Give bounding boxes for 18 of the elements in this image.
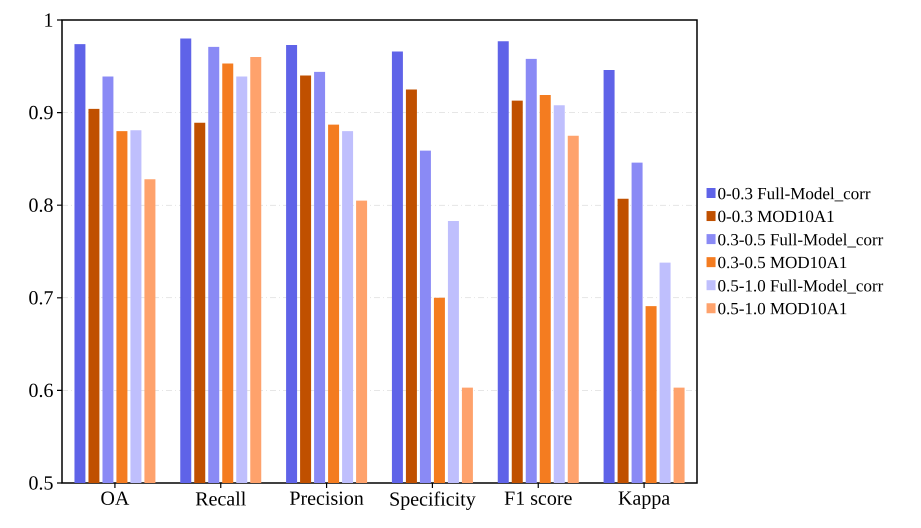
legend-label: 0-0.3 MOD10A1 <box>718 210 834 222</box>
y-tick-label: 1 <box>45 13 52 27</box>
x-tick-label: Recall <box>196 492 246 506</box>
legend-label: 0-0.3 Full-Model_corr <box>718 187 870 202</box>
x-tick-label: Kappa <box>618 492 670 509</box>
y-tick-label: 0.7 <box>29 291 53 305</box>
x-tick-label: Specificity <box>390 492 476 510</box>
y-tick-label: 0.9 <box>29 106 53 120</box>
x-tick-label: Precision <box>290 492 364 505</box>
legend-label: 0.5-1.0 Full-Model_corr <box>718 280 884 294</box>
x-tick-label: OA <box>101 492 130 505</box>
y-tick-label: 0.8 <box>29 198 53 212</box>
x-tick-label: F1 score <box>504 492 572 505</box>
legend-label: 0.3-0.5 MOD10A1 <box>718 256 846 268</box>
legend-label: 0.3-0.5 Full-Model_corr <box>718 233 884 248</box>
y-tick-label: 0.6 <box>29 384 53 398</box>
legend-label: 0.5-1.0 MOD10A1 <box>718 302 846 314</box>
y-tick-label: 0.5 <box>29 476 53 490</box>
